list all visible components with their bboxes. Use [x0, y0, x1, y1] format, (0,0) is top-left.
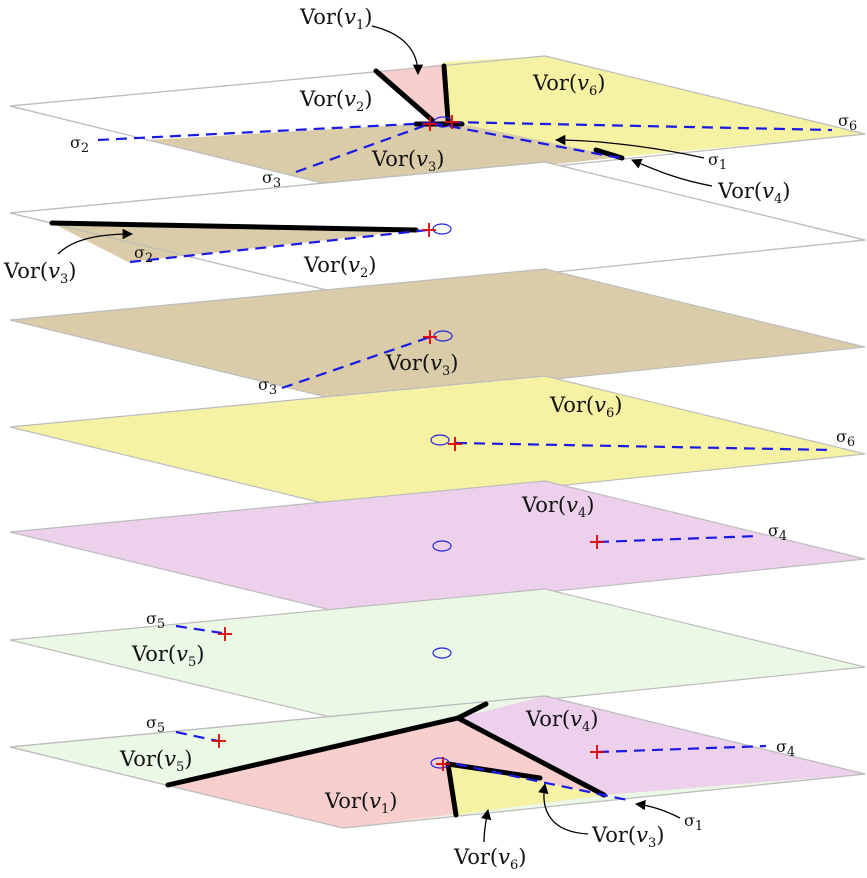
layer-2: Vor(v3) Vor(v2) σ2 [3, 161, 866, 295]
layer-1-composite: Vor(v1) Vor(v2) Vor(v6) Vor(v3) Vor(v4) … [9, 5, 866, 207]
site-marker [448, 437, 462, 451]
layer-4-slab [9, 375, 866, 509]
layer-5: Vor(v4) σ4 [9, 480, 866, 614]
origin-marker [432, 223, 452, 235]
label-sigma-1: σ1 [708, 150, 727, 173]
origin-marker [433, 330, 453, 342]
layer-7-region-v6 [448, 764, 604, 815]
layer-4: Vor(v6) σ6 [9, 375, 866, 509]
label-vor-v3: Vor(v3) [591, 823, 664, 851]
label-vor-v5: Vor(v5) [119, 747, 192, 775]
label-sigma-1: σ1 [684, 811, 703, 834]
site-marker [445, 115, 459, 129]
layer-2-region-v3 [52, 223, 418, 262]
site-marker [590, 745, 604, 759]
layer-7-composite: Vor(v4) Vor(v5) Vor(v1) Vor(v6) Vor(v3) … [9, 695, 866, 873]
label-vor-v3: Vor(v3) [385, 351, 458, 379]
origin-marker [430, 434, 450, 446]
label-sigma-4: σ4 [776, 737, 795, 760]
layer-5-slab [9, 480, 866, 614]
origin-marker [432, 540, 452, 552]
layer-1-region-v1 [378, 64, 444, 122]
layer-3-slab [9, 268, 866, 402]
label-vor-v4: Vor(v4) [717, 179, 790, 207]
label-sigma-2: σ2 [70, 133, 89, 156]
label-vor-v3: Vor(v3) [371, 147, 444, 175]
site-marker [590, 535, 604, 549]
site-marker [212, 734, 226, 748]
origin-marker [430, 757, 450, 769]
label-sigma-5: σ5 [146, 609, 165, 632]
layer-1-region-v6 [444, 56, 865, 157]
site-marker [423, 117, 437, 131]
label-vor-v6: Vor(v6) [453, 845, 526, 873]
site-marker [436, 757, 450, 771]
site-marker [218, 627, 232, 641]
label-vor-v1-top: Vor(v1) [299, 5, 372, 33]
label-vor-v5: Vor(v5) [131, 642, 204, 670]
origin-marker [432, 647, 452, 659]
layer-6-slab [9, 588, 866, 721]
label-sigma-3: σ3 [258, 375, 277, 398]
label-sigma-6: σ6 [838, 111, 857, 134]
label-sigma-5: σ5 [146, 713, 165, 736]
site-marker [423, 330, 437, 344]
label-sigma-2: σ2 [134, 243, 153, 266]
label-vor-v3: Vor(v3) [3, 259, 76, 287]
layer-6: Vor(v5) σ5 [9, 588, 866, 721]
layer-3: Vor(v3) σ3 [9, 268, 866, 402]
site-marker [422, 223, 436, 237]
label-sigma-4: σ4 [768, 521, 787, 544]
layer-1-region-v3 [150, 120, 620, 188]
label-sigma-3: σ3 [262, 168, 281, 191]
label-vor-v6: Vor(v6) [549, 393, 622, 421]
label-sigma-6: σ6 [836, 427, 855, 450]
